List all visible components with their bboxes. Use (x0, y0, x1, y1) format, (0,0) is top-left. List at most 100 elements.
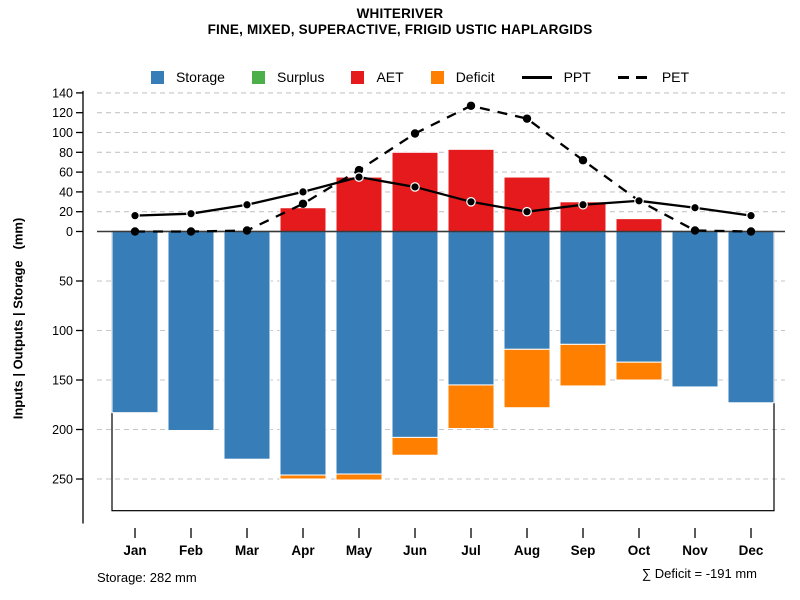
pet-point (186, 227, 196, 236)
ppt-point (522, 206, 532, 217)
month-label: Jan (123, 543, 146, 558)
storage-bar (391, 231, 439, 438)
figure-subtitle: FINE, MIXED, SUPERACTIVE, FRIGID USTIC H… (207, 22, 593, 37)
pet-point (522, 114, 532, 123)
y-axis-tick-label: 60 (59, 166, 73, 180)
ppt-point (578, 199, 588, 210)
storage-bar (279, 231, 327, 476)
y-axis-tick-label: 100 (52, 126, 73, 140)
y-axis-tick-label: 250 (52, 473, 73, 487)
ppt-point (242, 199, 252, 210)
y-axis-tick-label: 200 (52, 423, 73, 437)
pet-point (466, 101, 476, 110)
legend-item-surplus: Surplus (251, 69, 325, 85)
legend-label-pet: PET (661, 69, 690, 85)
legend-item-ppt: PPT (521, 69, 591, 85)
aet-bar (503, 176, 551, 233)
ppt-point (354, 172, 364, 182)
month-label: Jul (461, 543, 481, 558)
storage-bar (223, 231, 271, 460)
y-axis-title: Inputs | Outputs | Storage (mm) (10, 217, 26, 420)
pet-point (410, 129, 420, 138)
pet-point (298, 199, 308, 208)
deficit-bar (559, 343, 607, 387)
month-label: Aug (514, 543, 540, 558)
legend-item-storage: Storage (150, 69, 225, 85)
ppt-point (634, 196, 644, 206)
y-axis-tick-label: 150 (52, 374, 73, 388)
legend-label-storage: Storage (175, 69, 225, 85)
pet-line (135, 104, 752, 233)
month-label: Mar (235, 543, 260, 558)
storage-bar (671, 231, 719, 388)
pet-point (746, 227, 756, 236)
pet-point (354, 165, 364, 175)
deficit-bar (391, 436, 439, 456)
storage-bar (503, 231, 551, 350)
chart-legend: Storage Surplus AET Deficit PPT PET (100, 66, 740, 88)
aet-bar (279, 207, 327, 233)
month-label: Feb (179, 543, 203, 558)
ppt-point (690, 202, 700, 213)
aet-swatch-icon (351, 70, 365, 84)
storage-bar (727, 231, 775, 404)
deficit-bar (335, 473, 383, 481)
y-axis-tick-label: 80 (59, 146, 73, 160)
pet-point (242, 226, 252, 235)
y-axis-tick-label: 120 (52, 106, 73, 120)
surplus-swatch-icon (251, 70, 265, 84)
month-label: Sep (571, 543, 596, 558)
figure-header: WHITERIVER FINE, MIXED, SUPERACTIVE, FRI… (0, 6, 800, 37)
month-label: Oct (628, 543, 651, 558)
legend-item-aet: AET (351, 69, 404, 85)
ppt-point (410, 182, 420, 192)
storage-bar (447, 231, 495, 386)
ppt-point (298, 187, 308, 197)
y-axis-tick-label: 0 (66, 225, 73, 239)
pet-point (130, 227, 140, 236)
y-axis-tick-label: 50 (59, 275, 73, 289)
aet-bar (447, 148, 495, 232)
deficit-bar (615, 361, 663, 381)
y-axis-tick-label: 20 (59, 205, 73, 219)
month-label: Apr (291, 543, 315, 558)
ppt-point (186, 208, 196, 219)
deficit-swatch-icon (430, 70, 444, 84)
deficit-bar (447, 384, 495, 430)
storage-bar (559, 231, 607, 345)
page-title: WHITERIVER (356, 6, 444, 21)
storage-swatch-icon (150, 70, 164, 84)
storage-capacity-note: Storage: 282 mm (97, 570, 197, 585)
ppt-point (130, 210, 140, 221)
storage-bar (167, 231, 215, 431)
deficit-bar (279, 474, 327, 480)
storage-bar (111, 231, 159, 414)
legend-label-ppt: PPT (563, 69, 591, 85)
month-label: May (346, 543, 373, 558)
pet-point (690, 226, 700, 235)
legend-label-aet: AET (376, 69, 404, 85)
ppt-point (746, 210, 756, 221)
aet-bar (615, 218, 663, 233)
legend-item-deficit: Deficit (430, 69, 495, 85)
storage-bar (615, 231, 663, 363)
deficit-total-note: ∑ Deficit = -191 mm (641, 566, 757, 581)
legend-label-surplus: Surplus (276, 69, 325, 85)
deficit-bar (503, 348, 551, 409)
y-axis-tick-label: 100 (52, 324, 73, 338)
y-axis-tick-label: 140 (52, 86, 73, 100)
pet-point (578, 156, 588, 165)
legend-label-deficit: Deficit (455, 69, 495, 85)
solid-line-icon (521, 75, 552, 79)
month-label: Jun (403, 543, 427, 558)
ppt-line (134, 175, 752, 217)
month-label: Nov (682, 543, 708, 558)
dashed-line-icon (617, 75, 650, 79)
aet-bar (335, 176, 383, 233)
storage-bar (335, 231, 383, 475)
month-label: Dec (739, 543, 764, 558)
ppt-point (466, 197, 476, 207)
legend-item-pet: PET (617, 69, 690, 85)
